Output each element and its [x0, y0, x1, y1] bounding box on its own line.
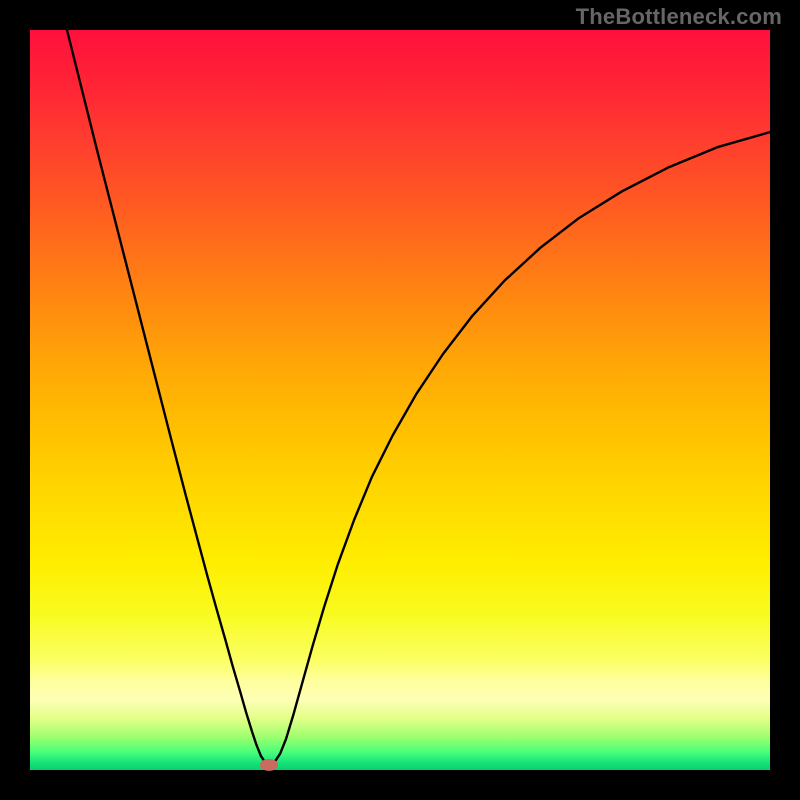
chart-plot-background: [30, 30, 770, 770]
watermark-text: TheBottleneck.com: [576, 4, 782, 30]
bottleneck-chart: TheBottleneck.com: [0, 0, 800, 800]
chart-svg: [0, 0, 800, 800]
optimal-marker: [260, 759, 278, 771]
